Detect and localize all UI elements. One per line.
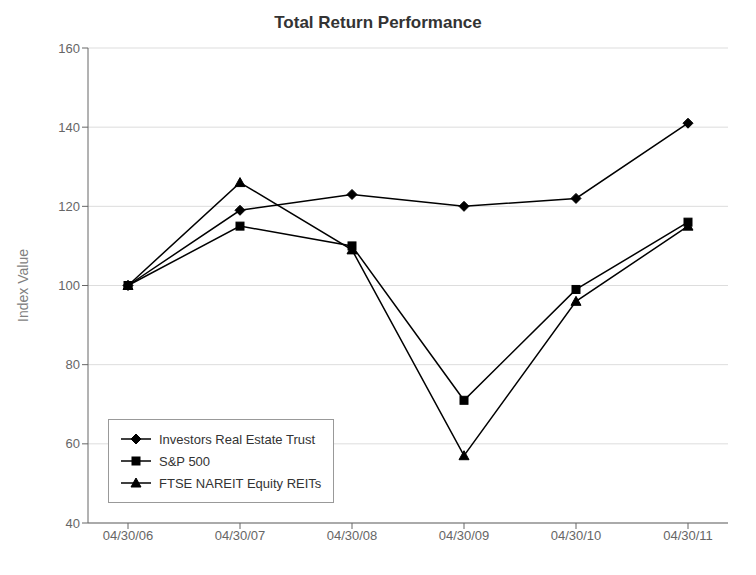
svg-text:04/30/11: 04/30/11 <box>663 528 713 543</box>
html-text:S&P 500: S&P 500 <box>159 453 211 469</box>
svg-text:40: 40 <box>66 516 80 531</box>
html-text:Total Return Performance: Total Return Performance <box>274 13 482 32</box>
svg-text:04/30/09: 04/30/09 <box>439 528 490 543</box>
svg-text:100: 100 <box>58 278 80 293</box>
svg-text:160: 160 <box>58 41 80 56</box>
svg-text:04/30/10: 04/30/10 <box>551 528 602 543</box>
svg-text:04/30/06: 04/30/06 <box>103 528 154 543</box>
html-text:Investors Real Estate Trust: Investors Real Estate Trust <box>159 431 316 447</box>
svg-text:80: 80 <box>66 357 80 372</box>
svg-text:120: 120 <box>58 199 80 214</box>
svg-text:04/30/08: 04/30/08 <box>327 528 378 543</box>
svg-text:Index Value: Index Value <box>15 249 31 322</box>
html-text:FTSE NAREIT Equity REITs: FTSE NAREIT Equity REITs <box>159 475 322 491</box>
svg-text:04/30/07: 04/30/07 <box>215 528 266 543</box>
svg-text:140: 140 <box>58 120 80 135</box>
svg-text:60: 60 <box>66 436 80 451</box>
